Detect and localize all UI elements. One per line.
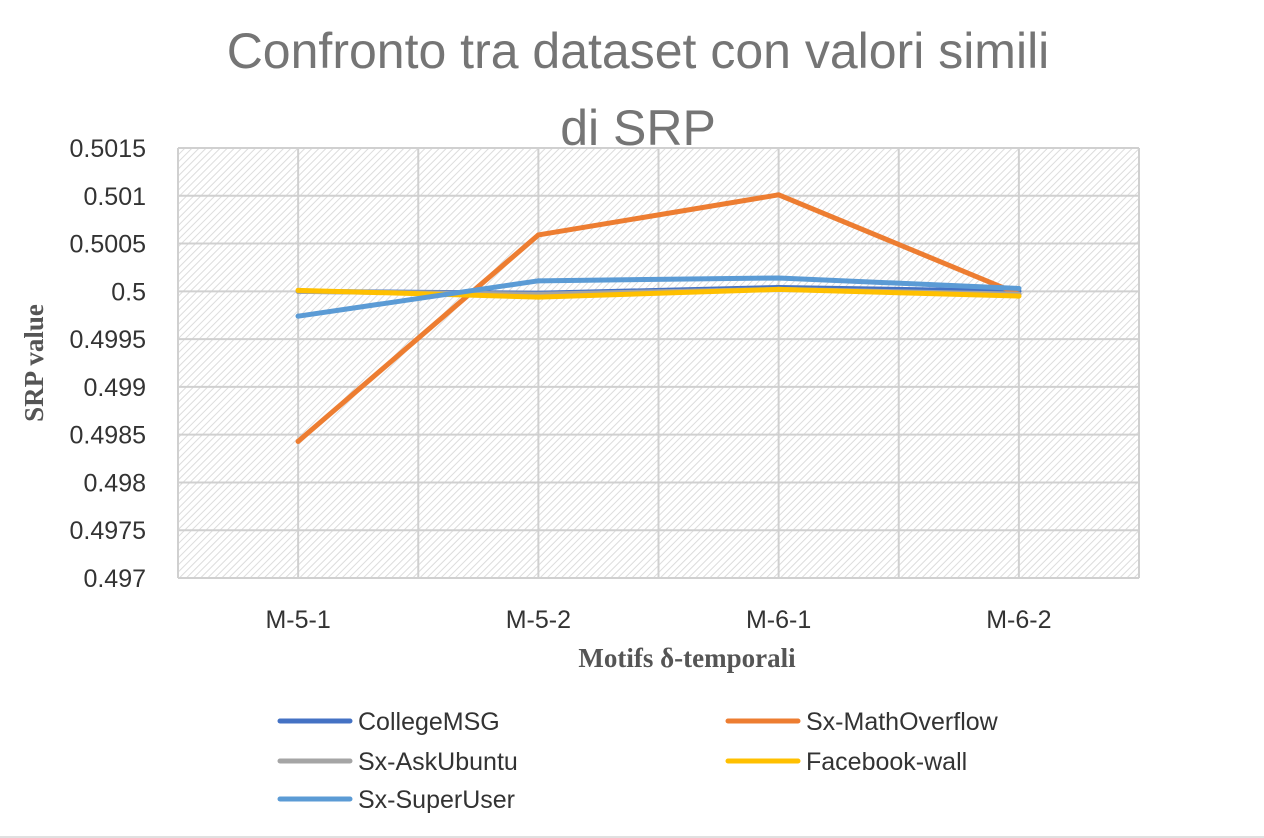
x-tick-label: M-5-2 [506,606,571,634]
series-line-4 [295,275,1022,319]
x-tick-label: M-6-2 [986,606,1051,634]
x-tick-label: M-6-1 [746,606,811,634]
data-point [776,192,782,198]
series-lines [295,192,1022,444]
y-tick-label: 0.4985 [70,422,146,450]
y-tick-label: 0.4995 [70,326,146,354]
legend-item: Sx-AskUbuntu [277,748,518,776]
legend-item: Sx-SuperUser [277,786,515,814]
y-axis-title: SRP value [19,304,49,422]
legend-item: Sx-MathOverflow [725,708,999,736]
data-point [535,232,541,238]
legend-label: Sx-AskUbuntu [358,748,518,776]
data-point [776,286,782,292]
data-point [295,438,301,444]
chart-title-line-1: Confronto tra dataset con valori simili [227,23,1050,79]
legend-item: CollegeMSG [277,708,500,736]
grid-lines [177,147,1140,579]
chart-title-line-2: di SRP [560,100,716,156]
data-point [295,313,301,319]
data-point [1016,293,1022,299]
legend: CollegeMSG Sx-MathOverflow Sx-AskUbuntu Fac… [277,708,999,814]
data-point [535,278,541,284]
legend-label: Sx-MathOverflow [806,708,999,736]
y-tick-label: 0.497 [83,565,146,593]
series-line-3 [295,286,1022,300]
legend-label: Sx-SuperUser [358,786,515,814]
legend-label: Facebook-wall [806,748,967,776]
x-axis-title: Motifs δ-temporali [578,643,796,673]
data-point [776,275,782,281]
bottom-divider [0,836,1264,838]
x-axis-ticks: M-5-1 M-5-2 M-6-1 M-6-2 [265,606,1051,634]
y-tick-label: 0.5005 [70,231,146,259]
series-line-1 [295,192,1022,444]
x-tick-label: M-5-1 [265,606,330,634]
y-tick-label: 0.501 [83,183,146,211]
y-axis-ticks: 0.5015 0.501 0.5005 0.5 0.4995 0.499 0.4985 0.4… [70,135,146,593]
y-tick-label: 0.499 [83,374,146,402]
data-point [535,294,541,300]
data-point [1016,285,1022,291]
y-tick-label: 0.4975 [70,517,146,545]
y-tick-label: 0.5 [111,278,146,306]
legend-label: CollegeMSG [358,708,500,736]
data-point [295,287,301,293]
y-tick-label: 0.5015 [70,135,146,163]
legend-item: Facebook-wall [725,748,967,776]
y-tick-label: 0.498 [83,469,146,497]
